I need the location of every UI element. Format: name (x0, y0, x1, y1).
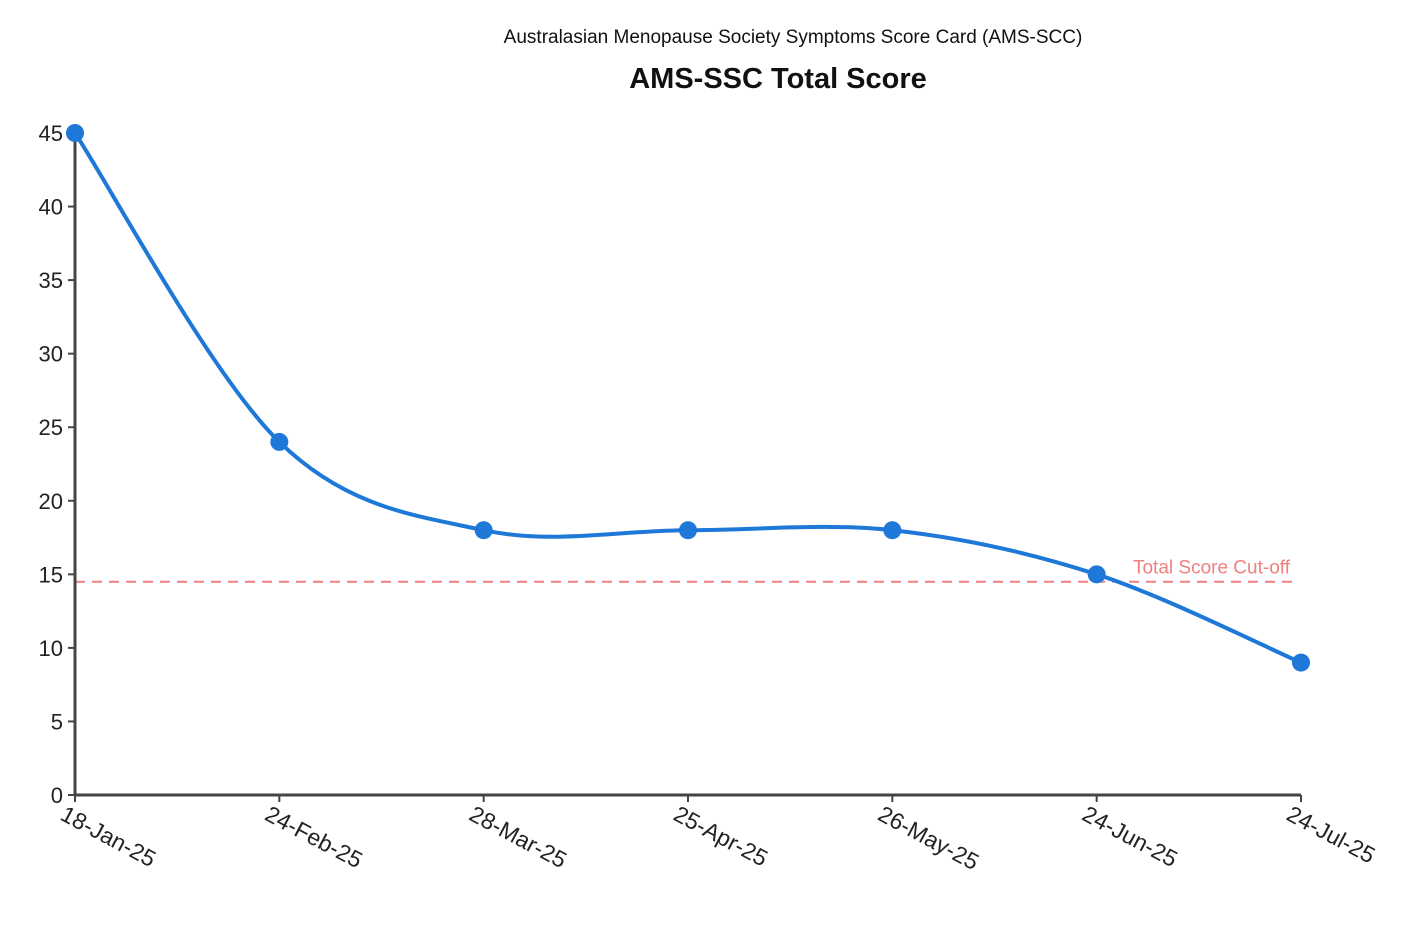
y-tick-label: 5 (51, 709, 63, 734)
x-tick-label: 24-Jul-25 (1283, 800, 1380, 868)
data-point (679, 521, 697, 540)
y-tick-label: 0 (51, 783, 63, 808)
x-tick-label: 18-Jan-25 (57, 800, 161, 872)
reference-line-group: Total Score Cut-off (75, 558, 1297, 583)
chart-subtitle: Australasian Menopause Society Symptoms … (504, 27, 1083, 48)
data-point (883, 521, 902, 540)
y-tick-label: 10 (39, 636, 63, 661)
data-point (66, 124, 84, 142)
chart-title: AMS-SSC Total Score (629, 63, 927, 95)
y-tick-label: 15 (39, 562, 63, 587)
x-tick-label: 24-Jun-25 (1078, 800, 1182, 872)
series-group (66, 124, 1310, 672)
data-point (474, 521, 493, 540)
y-tick-label: 30 (39, 342, 63, 367)
y-tick-label: 25 (39, 415, 63, 440)
series-line (73, 131, 1303, 665)
x-tick-label: 28-Mar-25 (465, 800, 571, 873)
data-point (1087, 565, 1106, 584)
data-point (270, 432, 289, 451)
data-point (1292, 653, 1310, 672)
x-tick-label: 26-May-25 (874, 800, 983, 875)
y-tick-label: 45 (39, 121, 63, 146)
y-tick-label: 20 (39, 489, 63, 514)
axes-group: 0 5 10 15 20 25 30 35 40 45 18-Jan-25 24-Feb-25 28-M… (39, 121, 1380, 875)
cutoff-reference-label: Total Score Cut-off (1133, 558, 1291, 579)
x-tick-label: 25-Apr-25 (670, 800, 773, 871)
x-tick-label: 24-Feb-25 (261, 800, 367, 873)
y-tick-label: 40 (39, 195, 63, 220)
y-tick-label: 35 (39, 268, 63, 293)
